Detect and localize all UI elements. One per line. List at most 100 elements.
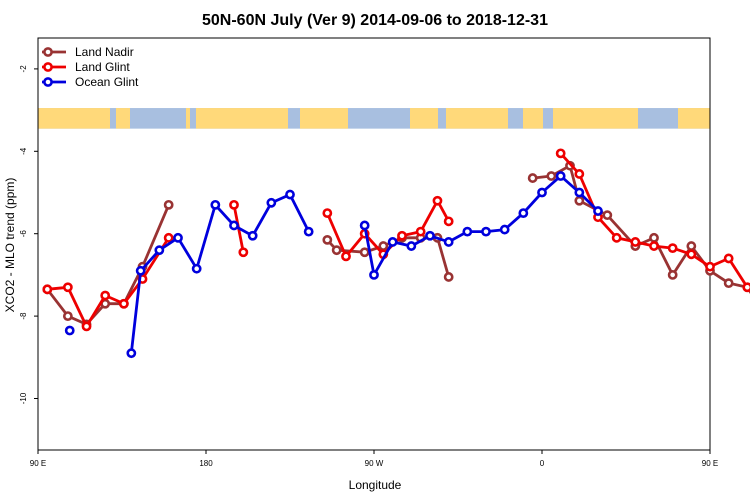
y-axis-label: XCO2 - MLO trend (ppm)	[3, 178, 17, 313]
data-point	[546, 171, 557, 181]
axes: 90 E 180 90 W 0 90 E -2 -4 -6 -8 -10	[19, 37, 718, 468]
data-point	[555, 148, 566, 159]
data-point	[285, 189, 295, 200]
data-point	[686, 249, 697, 260]
data-point	[322, 234, 333, 245]
map-land	[38, 108, 110, 129]
map-land	[196, 108, 288, 129]
data-point	[322, 208, 333, 218]
data-point	[415, 226, 426, 237]
data-point	[443, 216, 454, 227]
data-point	[163, 232, 174, 243]
legend-marker	[43, 62, 53, 72]
data-point	[705, 261, 715, 272]
legend-item: Ocean Glint	[42, 75, 139, 89]
data-point	[537, 187, 547, 198]
data-point	[369, 269, 379, 280]
data-point	[649, 232, 659, 243]
map-land	[410, 108, 438, 129]
map-land	[553, 108, 638, 129]
map-land	[523, 108, 543, 129]
data-point	[266, 197, 277, 208]
x-tick-label: 90 E	[30, 459, 46, 468]
data-point	[126, 348, 137, 359]
y-tick-label: -4	[19, 147, 28, 155]
data-point	[247, 230, 258, 241]
chart-title: 50N-60N July (Ver 9) 2014-09-06 to 2018-…	[202, 12, 548, 29]
data-point	[359, 247, 370, 258]
data-point	[378, 241, 389, 251]
data-point	[359, 220, 370, 231]
data-point	[62, 311, 73, 321]
data-point	[210, 199, 221, 210]
data-point	[191, 263, 202, 274]
legend-marker	[43, 47, 53, 57]
series-land-nadir	[42, 160, 750, 330]
legend-item: Land Nadir	[42, 45, 134, 59]
x-axis-label: Longitude	[349, 478, 402, 492]
data-point	[62, 282, 73, 293]
map-land	[116, 108, 130, 129]
series-ocean-glint	[64, 171, 603, 359]
legend-item: Land Glint	[42, 60, 130, 74]
data-point	[64, 325, 75, 336]
x-tick-label: 180	[199, 459, 213, 468]
world-map-strip	[38, 108, 710, 129]
data-point	[81, 321, 92, 332]
data-point	[518, 208, 529, 218]
data-point	[100, 290, 111, 301]
data-point	[527, 173, 538, 183]
data-point	[229, 220, 239, 231]
data-point	[425, 230, 435, 241]
data-point	[173, 232, 183, 243]
map-land	[678, 108, 710, 129]
series-line	[363, 174, 599, 279]
data-point	[118, 298, 129, 309]
data-point	[667, 269, 678, 280]
data-point	[630, 237, 641, 247]
data-point	[462, 226, 473, 237]
data-point	[574, 195, 585, 206]
data-point	[42, 284, 53, 295]
data-point	[667, 243, 678, 254]
x-tick-label: 90 W	[365, 459, 384, 468]
data-point	[387, 237, 398, 247]
data-point	[574, 187, 585, 198]
y-tick-label: -10	[19, 392, 28, 404]
data-point	[163, 199, 174, 210]
data-point	[649, 241, 659, 251]
legend-marker	[43, 77, 53, 87]
data-point	[686, 241, 697, 251]
data-point	[432, 195, 443, 206]
series-layer	[42, 148, 750, 359]
data-point	[397, 230, 407, 241]
data-point	[443, 272, 454, 282]
x-tick-label: 90 E	[702, 459, 718, 468]
map-land	[186, 108, 190, 129]
y-tick-label: -8	[19, 312, 28, 320]
legend-label: Land Nadir	[75, 45, 134, 59]
data-point	[555, 171, 566, 181]
data-point	[723, 253, 734, 264]
data-point	[611, 232, 622, 243]
data-point	[443, 237, 454, 247]
data-point	[303, 226, 314, 237]
data-point	[593, 206, 603, 216]
series-line	[129, 192, 310, 354]
data-point	[229, 199, 239, 210]
y-tick-label: -2	[19, 65, 28, 73]
data-point	[481, 226, 491, 237]
legend-label: Ocean Glint	[75, 75, 139, 89]
data-point	[135, 265, 146, 276]
y-tick-label: -6	[19, 230, 28, 238]
data-point	[238, 247, 249, 258]
data-point	[602, 210, 613, 221]
map-land	[300, 108, 348, 129]
data-point	[406, 241, 417, 251]
series-line	[532, 163, 750, 295]
data-point	[331, 245, 342, 256]
data-point	[154, 245, 165, 256]
data-point	[341, 251, 351, 262]
